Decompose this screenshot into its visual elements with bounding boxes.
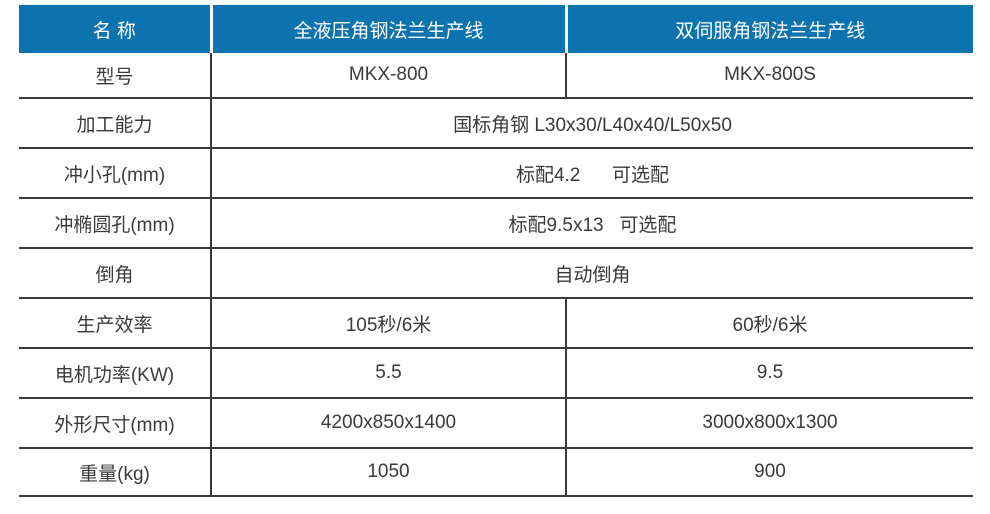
row-value-col3: 9.5 — [566, 348, 973, 399]
row-label: 冲椭圆孔(mm) — [19, 198, 212, 249]
row-value-span: 标配9.5x13 可选配 — [211, 198, 973, 249]
row-label: 冲小孔(mm) — [19, 148, 212, 199]
row-value-span: 自动倒角 — [211, 248, 973, 299]
spec-table: 名 称 全液压角钢法兰生产线 双伺服角钢法兰生产线 型号 MKX-800 MKX… — [19, 5, 973, 497]
table-row-small-hole: 冲小孔(mm) 标配4.2 可选配 — [19, 148, 973, 199]
row-value-span: 标配4.2 可选配 — [211, 148, 973, 199]
row-label: 型号 — [19, 53, 212, 99]
row-value-col3: MKX-800S — [566, 53, 973, 99]
row-label: 外形尺寸(mm) — [19, 398, 212, 449]
row-value-col2: 1050 — [211, 448, 567, 497]
table-row-capacity: 加工能力 国标角钢 L30x30/L40x40/L50x50 — [19, 98, 973, 149]
row-value-col2: 105秒/6米 — [211, 298, 567, 349]
table-row-model: 型号 MKX-800 MKX-800S — [19, 53, 973, 99]
row-label: 重量(kg) — [19, 448, 212, 497]
row-value-col3: 3000x800x1300 — [566, 398, 973, 449]
row-label: 生产效率 — [19, 298, 212, 349]
row-value-col3: 900 — [566, 448, 973, 497]
table-header-row: 名 称 全液压角钢法兰生产线 双伺服角钢法兰生产线 — [19, 5, 973, 53]
table-row-motor-power: 电机功率(KW) 5.5 9.5 — [19, 348, 973, 399]
table-row-efficiency: 生产效率 105秒/6米 60秒/6米 — [19, 298, 973, 349]
row-value-col2: 4200x850x1400 — [211, 398, 567, 449]
row-label: 倒角 — [19, 248, 212, 299]
row-value-span: 国标角钢 L30x30/L40x40/L50x50 — [211, 98, 973, 149]
row-value-col3: 60秒/6米 — [566, 298, 973, 349]
row-value-col2: 5.5 — [211, 348, 567, 399]
header-cell-servo-line: 双伺服角钢法兰生产线 — [566, 5, 973, 53]
row-label: 加工能力 — [19, 98, 212, 149]
row-label: 电机功率(KW) — [19, 348, 212, 399]
table-row-dimensions: 外形尺寸(mm) 4200x850x1400 3000x800x1300 — [19, 398, 973, 449]
table-row-weight: 重量(kg) 1050 900 — [19, 448, 973, 497]
header-cell-hydraulic-line: 全液压角钢法兰生产线 — [211, 5, 568, 53]
table-row-oval-hole: 冲椭圆孔(mm) 标配9.5x13 可选配 — [19, 198, 973, 249]
row-value-col2: MKX-800 — [211, 53, 567, 99]
header-cell-name: 名 称 — [19, 5, 213, 53]
table-row-chamfer: 倒角 自动倒角 — [19, 248, 973, 299]
